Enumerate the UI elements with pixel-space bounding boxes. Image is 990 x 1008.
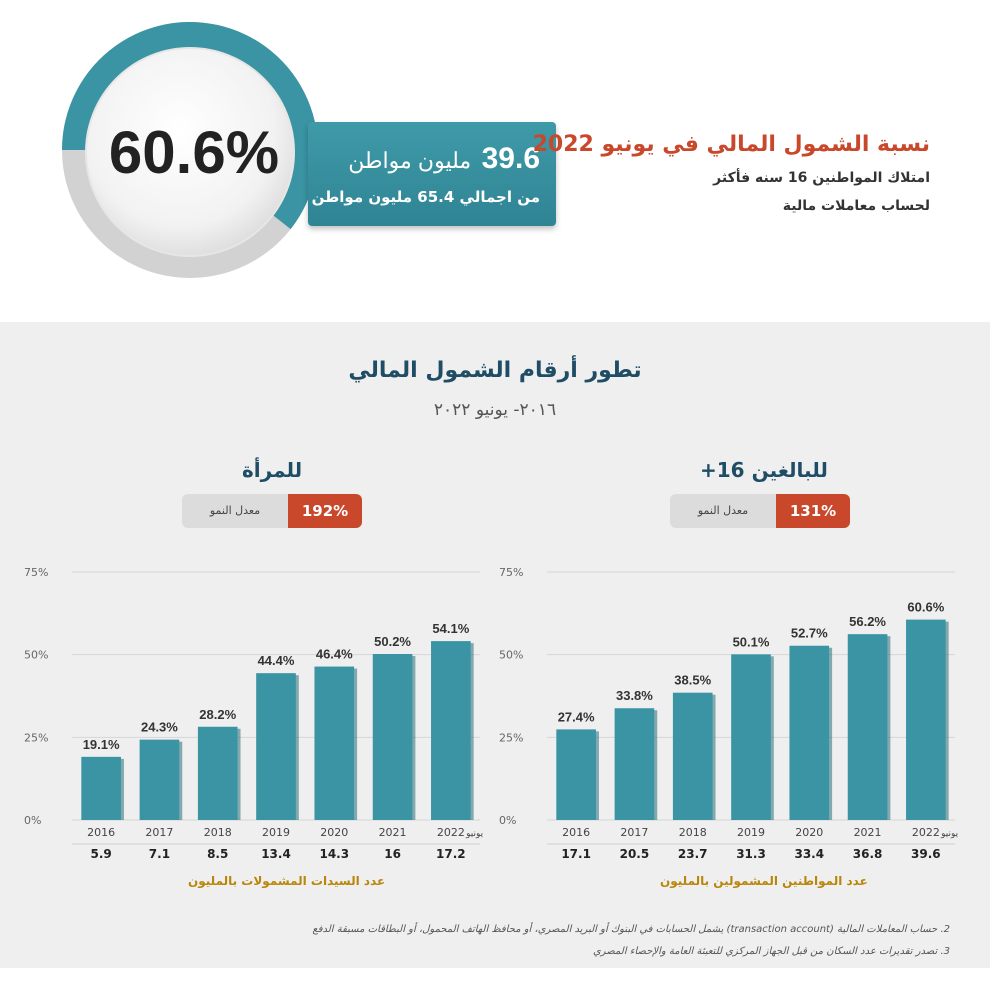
women-y-tick: 75% bbox=[24, 566, 48, 579]
adults-x-tick: 2019 bbox=[737, 826, 765, 839]
women-bar bbox=[139, 739, 180, 820]
adults-bar bbox=[672, 692, 713, 820]
citizens-box: 39.6 مليون مواطن من اجمالي 65.4 مليون مو… bbox=[308, 122, 556, 226]
women-x-tick: 2020 bbox=[320, 826, 348, 839]
hero-section: 60.6% 39.6 مليون مواطن من اجمالي 65.4 مل… bbox=[0, 0, 990, 322]
women-value-label: 24.3% bbox=[141, 720, 178, 735]
adults-bar bbox=[614, 708, 655, 820]
women-count-label: 16 bbox=[384, 847, 401, 861]
women-value-label: 54.1% bbox=[432, 621, 469, 636]
ring-inner-disc bbox=[85, 47, 295, 257]
adults-growth-value: 131% bbox=[776, 494, 850, 528]
women-growth-badge: معدل النمو 192% bbox=[182, 494, 362, 528]
inclusion-percent: 60.6% bbox=[108, 119, 280, 186]
adults-count-label: 31.3 bbox=[736, 847, 766, 861]
adults-growth-label: معدل النمو bbox=[697, 504, 749, 517]
adults-count-label: 20.5 bbox=[620, 847, 650, 861]
women-counts-caption: عدد السيدات المشمولات بالمليون bbox=[188, 874, 386, 888]
adults-x-tick: 2020 bbox=[795, 826, 823, 839]
women-count-label: 8.5 bbox=[207, 847, 228, 861]
adults-count-label: 33.4 bbox=[794, 847, 824, 861]
women-x-tick: 2021 bbox=[379, 826, 407, 839]
hero-subtitle-2: لحساب معاملات مالية bbox=[782, 198, 930, 214]
women-bar bbox=[256, 673, 296, 820]
women-x-tick: 2022 bbox=[437, 826, 465, 839]
adults-x-tick: 2021 bbox=[854, 826, 882, 839]
adults-value-label: 56.2% bbox=[849, 614, 886, 629]
women-bar bbox=[197, 726, 238, 820]
women-y-tick: 0% bbox=[24, 814, 41, 827]
women-value-label: 19.1% bbox=[83, 737, 120, 752]
citizens-total: من اجمالي 65.4 مليون مواطن bbox=[311, 188, 540, 206]
adults-heading: للبالغين 16+ bbox=[700, 458, 828, 482]
hero-title: نسبة الشمول المالي في يونيو 2022 bbox=[532, 132, 930, 157]
adults-bar bbox=[731, 654, 771, 820]
women-value-label: 28.2% bbox=[199, 707, 236, 722]
adults-value-label: 60.6% bbox=[907, 600, 944, 615]
adults-x-tick: 2018 bbox=[679, 826, 707, 839]
women-y-tick: 50% bbox=[24, 649, 48, 662]
adults-counts-caption: عدد المواطنين المشمولين بالمليون bbox=[660, 874, 868, 888]
adults-y-tick: 50% bbox=[499, 649, 523, 662]
adults-bar bbox=[906, 619, 946, 820]
adults-value-label: 50.1% bbox=[733, 634, 770, 649]
women-x-tick: 2018 bbox=[204, 826, 232, 839]
women-value-label: 44.4% bbox=[258, 653, 295, 668]
women-bar bbox=[372, 654, 413, 820]
evolution-panel: تطور أرقام الشمول المالي ٢٠١٦- يونيو ٢٠٢… bbox=[0, 322, 990, 968]
women-bar bbox=[431, 641, 471, 820]
women-count-label: 5.9 bbox=[91, 847, 112, 861]
adults-bar bbox=[556, 729, 596, 820]
citizens-count-line: 39.6 مليون مواطن bbox=[348, 142, 540, 176]
adults-count-label: 17.1 bbox=[561, 847, 591, 861]
women-bar bbox=[81, 756, 121, 820]
adults-value-label: 27.4% bbox=[558, 709, 595, 724]
women-bar bbox=[314, 666, 355, 820]
women-count-label: 13.4 bbox=[261, 847, 291, 861]
footnote-3: 3. تصدر تقديرات عدد السكان من قبل الجهاز… bbox=[592, 946, 950, 957]
inclusion-ring-chart bbox=[62, 22, 319, 278]
adults-x-tick: 2016 bbox=[562, 826, 590, 839]
citizens-number: 39.6 bbox=[481, 142, 540, 175]
citizens-unit: مليون مواطن bbox=[348, 148, 472, 173]
women-value-label: 46.4% bbox=[316, 647, 353, 662]
women-count-label: 7.1 bbox=[149, 847, 170, 861]
panel-subtitle: ٢٠١٦- يونيو ٢٠٢٢ bbox=[433, 400, 557, 420]
women-heading: للمرأة bbox=[242, 458, 303, 482]
adults-value-label: 38.5% bbox=[674, 673, 711, 688]
footnote-2: 2. حساب المعاملات المالية (transaction a… bbox=[312, 924, 950, 935]
women-growth-label: معدل النمو bbox=[209, 504, 261, 517]
women-x-tick: 2017 bbox=[145, 826, 173, 839]
adults-count-label: 36.8 bbox=[853, 847, 883, 861]
women-x-tick: 2019 bbox=[262, 826, 290, 839]
women-growth-value: 192% bbox=[288, 494, 362, 528]
adults-y-tick: 75% bbox=[499, 566, 523, 579]
adults-x-tick: 2017 bbox=[620, 826, 648, 839]
adults-growth-badge: معدل النمو 131% bbox=[670, 494, 850, 528]
women-x-tick-note: يونيو bbox=[465, 829, 484, 839]
women-y-tick: 25% bbox=[24, 731, 48, 744]
adults-x-tick-note: يونيو bbox=[940, 829, 959, 839]
panel-title: تطور أرقام الشمول المالي bbox=[348, 358, 642, 383]
adults-bar bbox=[847, 634, 888, 820]
adults-count-label: 39.6 bbox=[911, 847, 941, 861]
adults-value-label: 52.7% bbox=[791, 626, 828, 641]
women-bar-chart: 0% 25% 50% 75% 19.1% 2016 5.9 24.3% 2017 7.1 28.2%… bbox=[24, 566, 484, 861]
adults-count-label: 23.7 bbox=[678, 847, 708, 861]
adults-bar-chart: 0% 25% 50% 75% 27.4% 2016 17.1 33.8% 2017 20.5 38.… bbox=[499, 566, 959, 861]
women-x-tick: 2016 bbox=[87, 826, 115, 839]
adults-bar bbox=[789, 645, 830, 820]
adults-y-tick: 0% bbox=[499, 814, 516, 827]
women-count-label: 14.3 bbox=[319, 847, 349, 861]
adults-value-label: 33.8% bbox=[616, 688, 653, 703]
women-value-label: 50.2% bbox=[374, 634, 411, 649]
adults-x-tick: 2022 bbox=[912, 826, 940, 839]
adults-y-tick: 25% bbox=[499, 731, 523, 744]
women-count-label: 17.2 bbox=[436, 847, 466, 861]
hero-subtitle-1: امتلاك المواطنين 16 سنه فأكثر bbox=[713, 170, 930, 186]
